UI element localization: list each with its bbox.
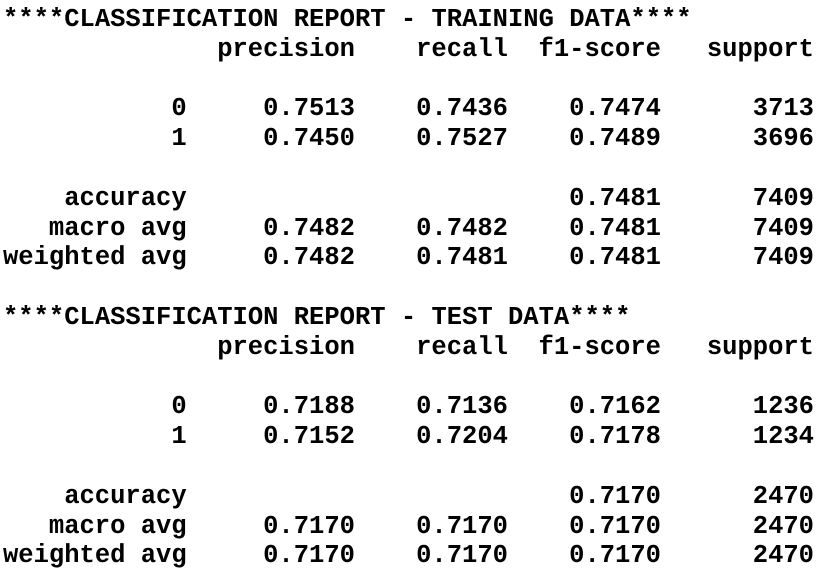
column-header: recall (416, 332, 508, 362)
column-header: f1-score (538, 34, 661, 64)
precision-value: 0.7188 (263, 392, 355, 422)
f1-score-value: 0.7162 (569, 392, 661, 422)
column-header: support (706, 332, 814, 362)
column-header: recall (416, 34, 508, 64)
f1-score-value: 0.7481 (569, 183, 661, 213)
class-row: 0 0.7513 0.7436 0.7474 3713 (3, 94, 828, 124)
support-value: 7409 (752, 213, 814, 243)
summary-label: weighted avg (3, 541, 187, 571)
summary-label: accuracy (64, 183, 187, 213)
recall-value: 0.7482 (416, 213, 508, 243)
summary-label: weighted avg (3, 243, 187, 273)
class-label: 1 (171, 422, 187, 452)
f1-score-value: 0.7474 (569, 94, 661, 124)
blank-line (3, 363, 828, 393)
recall-value: 0.7527 (416, 124, 508, 154)
recall-value: 0.7204 (416, 422, 508, 452)
class-row: 0 0.7188 0.7136 0.7162 1236 (3, 392, 828, 422)
summary-row: accuracy 0.7481 7409 (3, 184, 828, 214)
blank-line (3, 154, 828, 184)
column-header: precision (217, 332, 355, 362)
report-title: ****CLASSIFICATION REPORT - TRAINING DAT… (3, 5, 692, 34)
support-value: 7409 (752, 183, 814, 213)
precision-value: 0.7170 (263, 541, 355, 571)
blank-line (3, 273, 828, 303)
class-label: 1 (171, 124, 187, 154)
summary-label: accuracy (64, 481, 187, 511)
class-row: 1 0.7152 0.7204 0.7178 1234 (3, 422, 828, 452)
column-header: support (706, 34, 814, 64)
f1-score-value: 0.7170 (569, 481, 661, 511)
report-title: ****CLASSIFICATION REPORT - TEST DATA***… (3, 302, 631, 332)
summary-row: weighted avg 0.7482 0.7481 0.7481 7409 (3, 243, 828, 273)
column-header: precision (217, 34, 355, 64)
report-title-line: ****CLASSIFICATION REPORT - TRAINING DAT… (3, 5, 828, 35)
support-value: 2470 (752, 541, 814, 571)
support-value: 2470 (752, 481, 814, 511)
f1-score-value: 0.7178 (569, 422, 661, 452)
precision-value: 0.7170 (263, 511, 355, 541)
recall-value: 0.7481 (416, 243, 508, 273)
support-value: 3696 (752, 124, 814, 154)
support-value: 1236 (752, 392, 814, 422)
f1-score-value: 0.7170 (569, 511, 661, 541)
precision-value: 0.7513 (263, 94, 355, 124)
class-row: 1 0.7450 0.7527 0.7489 3696 (3, 124, 828, 154)
f1-score-value: 0.7481 (569, 243, 661, 273)
report-title-line: ****CLASSIFICATION REPORT - TEST DATA***… (3, 303, 828, 333)
blank-line (3, 65, 828, 95)
recall-value: 0.7170 (416, 541, 508, 571)
precision-value: 0.7482 (263, 213, 355, 243)
class-label: 0 (171, 94, 187, 124)
precision-value: 0.7152 (263, 422, 355, 452)
metrics-header-row: precision recall f1-score support (3, 35, 828, 65)
summary-row: weighted avg 0.7170 0.7170 0.7170 2470 (3, 541, 828, 571)
precision-value: 0.7482 (263, 243, 355, 273)
support-value: 3713 (752, 94, 814, 124)
summary-label: macro avg (48, 213, 187, 243)
column-header: f1-score (538, 332, 661, 362)
summary-row: accuracy 0.7170 2470 (3, 482, 828, 512)
support-value: 2470 (752, 511, 814, 541)
classification-report-test: ****CLASSIFICATION REPORT - TEST DATA***… (3, 303, 828, 571)
classification-report-training: ****CLASSIFICATION REPORT - TRAINING DAT… (3, 5, 828, 273)
summary-label: macro avg (48, 511, 187, 541)
recall-value: 0.7170 (416, 511, 508, 541)
class-label: 0 (171, 392, 187, 422)
recall-value: 0.7436 (416, 94, 508, 124)
precision-value: 0.7450 (263, 124, 355, 154)
support-value: 7409 (752, 243, 814, 273)
summary-row: macro avg 0.7170 0.7170 0.7170 2470 (3, 512, 828, 542)
f1-score-value: 0.7489 (569, 124, 661, 154)
blank-line (3, 452, 828, 482)
summary-row: macro avg 0.7482 0.7482 0.7481 7409 (3, 214, 828, 244)
recall-value: 0.7136 (416, 392, 508, 422)
f1-score-value: 0.7481 (569, 213, 661, 243)
f1-score-value: 0.7170 (569, 541, 661, 571)
support-value: 1234 (752, 422, 814, 452)
metrics-header-row: precision recall f1-score support (3, 333, 828, 363)
